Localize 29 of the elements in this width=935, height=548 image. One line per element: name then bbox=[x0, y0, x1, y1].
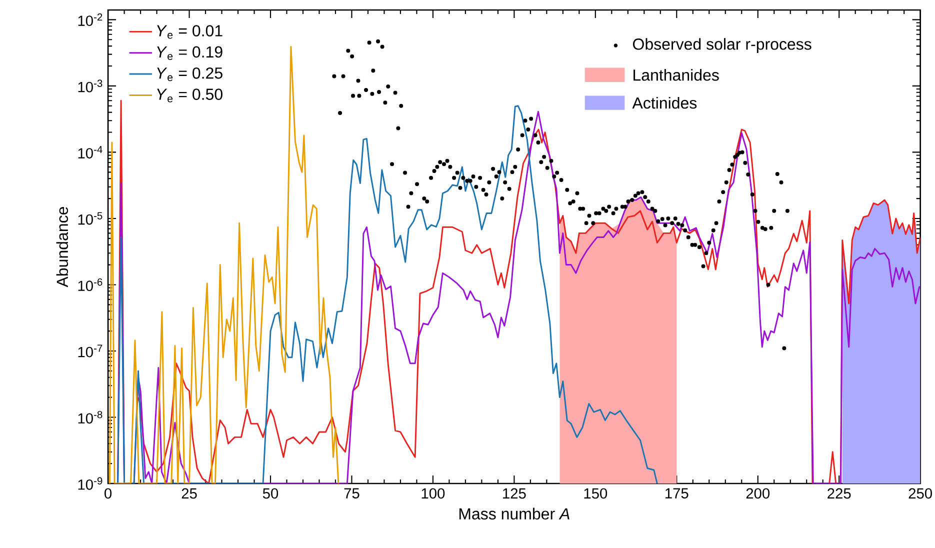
x-tick-label: 0 bbox=[104, 488, 112, 499]
line-series bbox=[108, 46, 340, 484]
y-tick-label: 10$^{-9}$ bbox=[78, 477, 102, 490]
x-tick-label: 150 bbox=[584, 488, 608, 499]
legend-label: Y$_{e}$ = 0.50 bbox=[157, 88, 222, 103]
x-tick-label: 75 bbox=[344, 488, 360, 499]
y-tick-label: 10$^{-4}$ bbox=[78, 146, 102, 159]
legend-label: Lanthanides bbox=[634, 69, 719, 81]
y-tick-label: 10$^{-3}$ bbox=[78, 80, 102, 92]
x-tick-label: 100 bbox=[422, 488, 445, 499]
legend-label: Y$_{e}$ = 0.01 bbox=[157, 25, 222, 39]
x-tick-label: 50 bbox=[262, 488, 278, 499]
y-tick-label: 10$^{-6}$ bbox=[78, 278, 102, 292]
x-tick-label: 25 bbox=[182, 488, 197, 499]
y-tick-label: 10$^{-2}$ bbox=[78, 14, 102, 26]
x-tick-label: 200 bbox=[746, 488, 770, 499]
x-axis-title: Mass number A bbox=[459, 508, 570, 520]
legend-label: Y$_{e}$ = 0.25 bbox=[157, 68, 222, 82]
legend-label: Actinides bbox=[632, 97, 697, 109]
x-tick-label: 125 bbox=[503, 488, 526, 499]
x-tick-label: 225 bbox=[828, 488, 851, 499]
legend-label: Observed solar r-process bbox=[632, 38, 812, 54]
x-tick-label: 175 bbox=[666, 488, 688, 499]
legend-label: Y$_{e}$ = 0.19 bbox=[157, 46, 222, 60]
y-tick-label: 10$^{-5}$ bbox=[78, 212, 102, 225]
y-axis-title: Abundance bbox=[56, 207, 68, 288]
y-tick-label: 10$^{-8}$ bbox=[78, 411, 102, 424]
y-tick-label: 10$^{-7}$ bbox=[78, 344, 102, 358]
x-tick-label: 250 bbox=[908, 488, 932, 499]
